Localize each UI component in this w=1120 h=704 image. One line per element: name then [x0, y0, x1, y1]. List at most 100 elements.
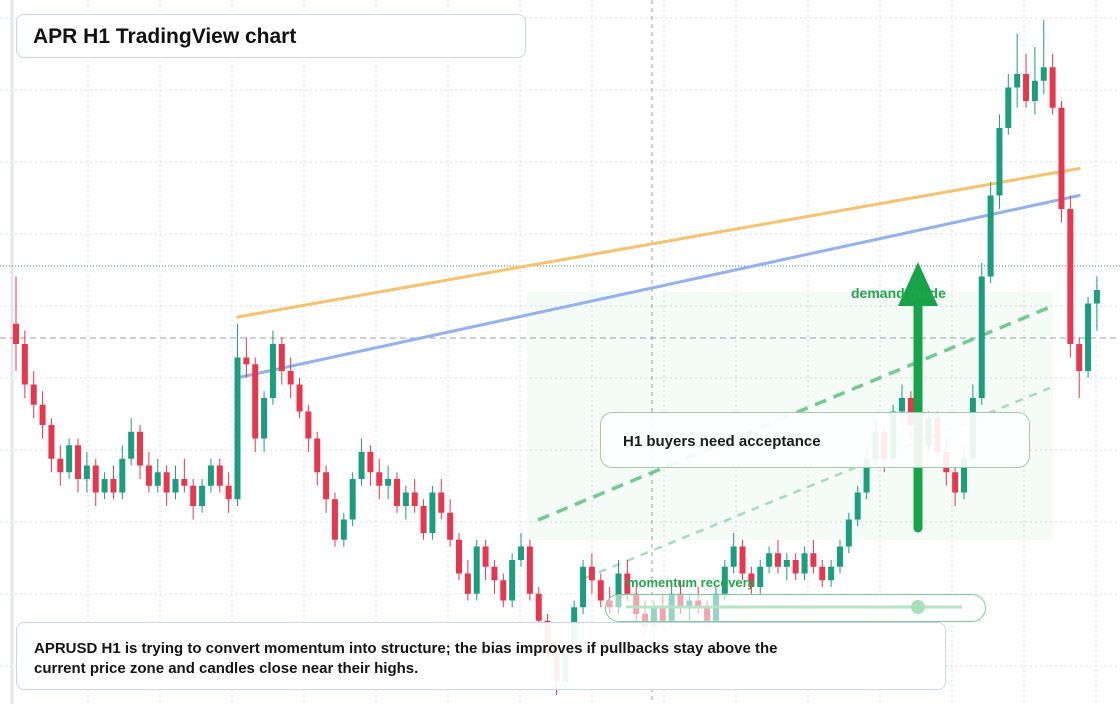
candle-body — [128, 431, 135, 459]
demand-arrow-head — [898, 262, 938, 306]
candle-body — [181, 479, 188, 486]
candle-body — [296, 384, 303, 412]
candle-body — [473, 546, 480, 594]
candle-body — [748, 573, 755, 587]
candle-body — [199, 485, 206, 506]
candle-body — [1031, 80, 1038, 101]
candle-body — [854, 492, 861, 520]
candle-body — [243, 357, 250, 365]
candle-body — [899, 398, 905, 412]
candle-body — [190, 485, 197, 506]
candle-body — [252, 364, 259, 439]
guide-line-green-dashed — [537, 303, 1056, 522]
candle-body — [145, 465, 152, 486]
candle-body — [482, 546, 489, 567]
analysis-note: APRUSD H1 is trying to convert momentum … — [34, 640, 778, 677]
candle-body — [234, 357, 241, 500]
candle-body — [1005, 87, 1012, 128]
candle-body — [961, 458, 968, 493]
candle-body — [792, 560, 799, 574]
orange-trendline — [236, 167, 1081, 319]
candle-body — [1040, 67, 1047, 81]
candle-body — [978, 276, 985, 398]
candle-body — [287, 371, 294, 385]
candle-body — [305, 411, 312, 439]
candle-body — [491, 566, 498, 581]
candle-body — [340, 519, 347, 540]
candle-body — [783, 560, 790, 567]
candle-body — [101, 479, 108, 493]
candle-body — [163, 472, 170, 493]
candle-body — [730, 546, 737, 567]
candle-body — [367, 452, 374, 473]
momentum-label: momentum recovery — [627, 575, 755, 590]
candle-body — [137, 431, 144, 466]
candle-body — [269, 344, 276, 398]
candle-body — [48, 425, 55, 459]
candle-body — [1058, 107, 1065, 209]
candle-body — [30, 384, 37, 405]
candle-body — [57, 458, 64, 473]
candle-body — [207, 465, 214, 486]
momentum-card — [605, 594, 986, 622]
candle-body — [987, 195, 994, 277]
candle-body — [739, 546, 746, 574]
candle-body — [774, 553, 781, 567]
candle-body — [828, 566, 835, 581]
candle-body — [349, 479, 356, 520]
candle-body — [810, 553, 817, 567]
candle-body — [66, 445, 73, 473]
candle-body — [907, 398, 914, 425]
candle-body — [376, 472, 383, 486]
candle-body — [21, 344, 28, 385]
candle-body — [323, 472, 330, 500]
candle-body — [402, 492, 409, 506]
candle-body — [588, 566, 595, 581]
candle-body — [110, 479, 117, 493]
candle-body — [278, 344, 285, 371]
candle-body — [518, 546, 525, 560]
candle-body — [952, 472, 959, 493]
candle-body — [314, 438, 321, 473]
candle-body — [1023, 74, 1030, 101]
candle-body — [801, 553, 808, 574]
candle-body — [526, 546, 533, 594]
candle-body — [1085, 303, 1092, 371]
candle-body — [1049, 67, 1056, 108]
callout-card: H1 buyers need acceptance — [600, 412, 1030, 468]
candle-body — [411, 492, 418, 506]
candle-body — [1014, 74, 1021, 88]
candle-body — [624, 573, 631, 594]
candle-body — [721, 566, 728, 594]
candle-body — [509, 560, 516, 601]
candle-body — [597, 580, 604, 601]
candle-body — [393, 479, 400, 506]
candle-body — [535, 593, 542, 621]
candle-body — [358, 452, 365, 479]
demand-guide-label: demand guide — [851, 285, 946, 301]
candle-body — [1093, 290, 1100, 304]
candle-body — [331, 499, 338, 540]
analysis-note-card: APRUSD H1 is trying to convert momentum … — [16, 622, 946, 690]
candle-body — [39, 404, 46, 425]
candle-body — [172, 479, 179, 493]
candle-body — [819, 566, 826, 581]
candle-body — [766, 553, 773, 567]
candle-body — [216, 465, 223, 486]
trendlines — [236, 167, 1081, 580]
callout-text: H1 buyers need acceptance — [623, 433, 821, 450]
candle-body — [13, 323, 19, 344]
candle-body — [456, 539, 462, 574]
blue-trendline — [236, 194, 1081, 380]
candle-body — [447, 512, 454, 540]
candle-body — [92, 465, 99, 493]
candle-body — [836, 546, 843, 567]
candle-body — [580, 566, 587, 608]
candle-body — [863, 458, 870, 493]
candle-body — [845, 519, 852, 547]
title-card: APR H1 TradingView chart — [16, 14, 526, 58]
candle-body — [154, 472, 161, 486]
candle-body — [757, 566, 764, 587]
candle-body — [75, 445, 82, 479]
candle-body — [420, 506, 427, 533]
